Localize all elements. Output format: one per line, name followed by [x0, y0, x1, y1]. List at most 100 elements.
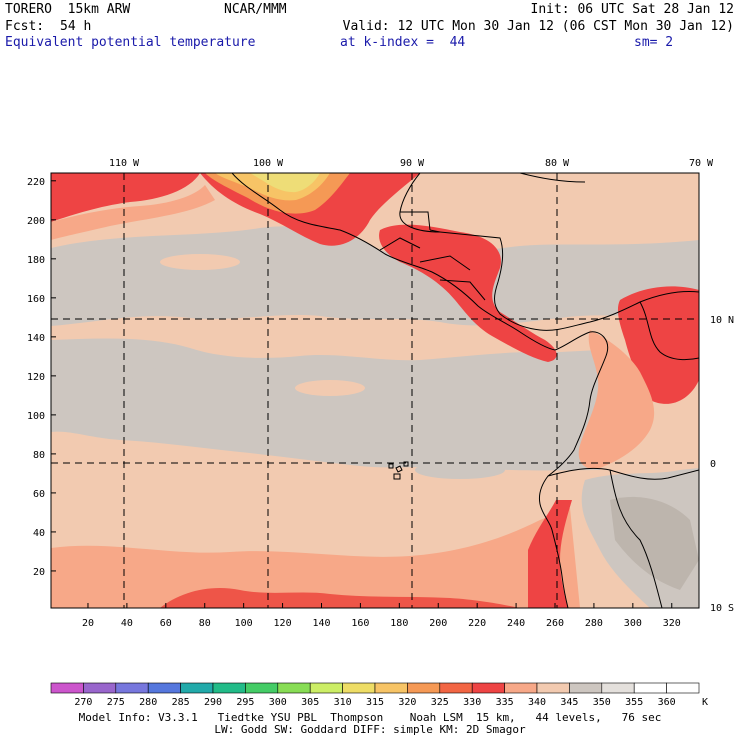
field-band-330-south	[160, 588, 520, 608]
x-tick-label: 40	[121, 618, 133, 629]
field-patch-b	[415, 461, 505, 479]
colorbar-swatch	[309, 682, 343, 694]
colorbar-unit: K	[702, 697, 708, 708]
colorbar-swatch	[633, 682, 667, 694]
colorbar-swatch	[439, 682, 473, 694]
colorbar-label: 280	[139, 697, 157, 708]
field-coastal-330	[528, 500, 572, 608]
field-patch-350	[610, 496, 699, 590]
model-info-line2: LW: Godd SW: Goddard DIFF: simple KM: 2D…	[214, 723, 526, 736]
model-title: TORERO 15km ARW	[5, 2, 131, 17]
latlon-grid	[51, 173, 699, 608]
colorbar-label: 300	[269, 697, 287, 708]
lon-label-70w: 70 W	[689, 158, 714, 169]
y-tick-label: 80	[33, 450, 45, 461]
plot-frame	[50, 172, 700, 609]
colorbar-label: 340	[528, 697, 546, 708]
x-tick-label: 280	[585, 618, 603, 629]
y-tick-label: 180	[27, 255, 45, 266]
level-label: at k-index = 44	[340, 35, 466, 50]
field-name: Equivalent potential temperature	[5, 35, 256, 50]
organization: NCAR/MMM	[224, 2, 287, 17]
coast-south-america	[539, 331, 608, 608]
x-tick-label: 300	[624, 618, 642, 629]
init-time: Init: 06 UTC Sat 28 Jan 12	[530, 2, 735, 17]
colorbar-label: 360	[658, 697, 676, 708]
coast-mexico	[231, 173, 556, 351]
x-tick-label: 220	[468, 618, 486, 629]
field-patch-a	[80, 365, 160, 379]
forecast-hours: 54 h	[60, 19, 92, 34]
x-tick-label: 320	[663, 618, 681, 629]
lat-label-10n: 10 N	[710, 315, 734, 326]
lon-label-80w: 80 W	[545, 158, 570, 169]
field-nw-335	[51, 185, 215, 240]
colorbar-swatch	[245, 682, 279, 694]
colorbar: 270 275 280 285 290 295 300 305 310 315 320 325 330 3…	[50, 682, 700, 708]
colorbar-label: 345	[560, 697, 578, 708]
y-tick-label: 160	[27, 294, 45, 305]
y-tick-label: 220	[27, 177, 45, 188]
y-tick-label: 120	[27, 372, 45, 383]
colorbar-swatch	[407, 682, 441, 694]
colorbar-swatch	[277, 682, 311, 694]
y-tick-label: 140	[27, 333, 45, 344]
colorbar-swatch	[50, 682, 84, 694]
x-tick-label: 20	[82, 618, 94, 629]
coast-caribbean	[399, 173, 699, 331]
colorbar-label: 295	[236, 697, 254, 708]
border-colombia-venezuela	[639, 301, 699, 361]
colorbar-label: 310	[334, 697, 352, 708]
colorbar-swatch	[147, 682, 181, 694]
colorbar-label: 290	[204, 697, 222, 708]
field-venezuela-335	[578, 330, 655, 469]
axis-ticks: 20 40 60 80 100 120 140 160 180 200 220 20 40 60 80 100…	[27, 177, 681, 629]
field-patch-d	[160, 254, 240, 270]
colorbar-label: 285	[172, 697, 190, 708]
y-tick-label: 40	[33, 528, 45, 539]
colorbar-label: 330	[463, 697, 481, 708]
border-guatemala	[379, 211, 441, 251]
colorbar-swatch	[374, 682, 408, 694]
colorbar-label: 305	[301, 697, 319, 708]
colorbar-swatch	[569, 682, 603, 694]
x-tick-label: 140	[312, 618, 330, 629]
field-band-345-north	[51, 226, 699, 326]
colorbar-swatch	[115, 682, 149, 694]
colorbar-label: 315	[366, 697, 384, 708]
forecast-label: Fcst:	[5, 19, 45, 34]
galapagos-islands	[388, 461, 409, 480]
colorbar-label: 335	[496, 697, 514, 708]
lat-label-10s: 10 S	[710, 603, 734, 614]
colorbar-swatch	[536, 682, 570, 694]
x-tick-label: 80	[199, 618, 211, 629]
field-band-345-central	[51, 338, 600, 471]
coastlines	[231, 173, 699, 608]
x-tick-label: 180	[390, 618, 408, 629]
colorbar-label: 325	[431, 697, 449, 708]
valid-time: Valid: 12 UTC Mon 30 Jan 12 (06 CST Mon …	[342, 19, 734, 34]
y-tick-label: 60	[33, 489, 45, 500]
colorbar-swatch	[83, 682, 117, 694]
colorbar-label: 355	[625, 697, 643, 708]
border-peru-brazil	[609, 469, 663, 608]
colorbar-swatch	[212, 682, 246, 694]
theta-e-field	[51, 173, 699, 608]
x-tick-label: 100	[235, 618, 253, 629]
x-tick-label: 260	[546, 618, 564, 629]
model-info-line1: Model Info: V3.3.1 Tiedtke YSU PBL Thomp…	[78, 711, 662, 724]
colorbar-swatch	[601, 682, 635, 694]
colorbar-swatch	[666, 682, 700, 694]
smoothing-label: sm= 2	[634, 35, 674, 50]
colorbar-swatch	[471, 682, 505, 694]
x-tick-label: 60	[160, 618, 172, 629]
coast-cuba	[519, 173, 586, 183]
x-tick-label: 160	[351, 618, 369, 629]
lon-label-100w: 100 W	[253, 158, 284, 169]
lat-label-0: 0	[710, 459, 716, 470]
y-tick-label: 20	[33, 567, 45, 578]
colorbar-label: 270	[74, 697, 92, 708]
colorbar-label: 275	[107, 697, 125, 708]
border-honduras	[419, 255, 486, 301]
